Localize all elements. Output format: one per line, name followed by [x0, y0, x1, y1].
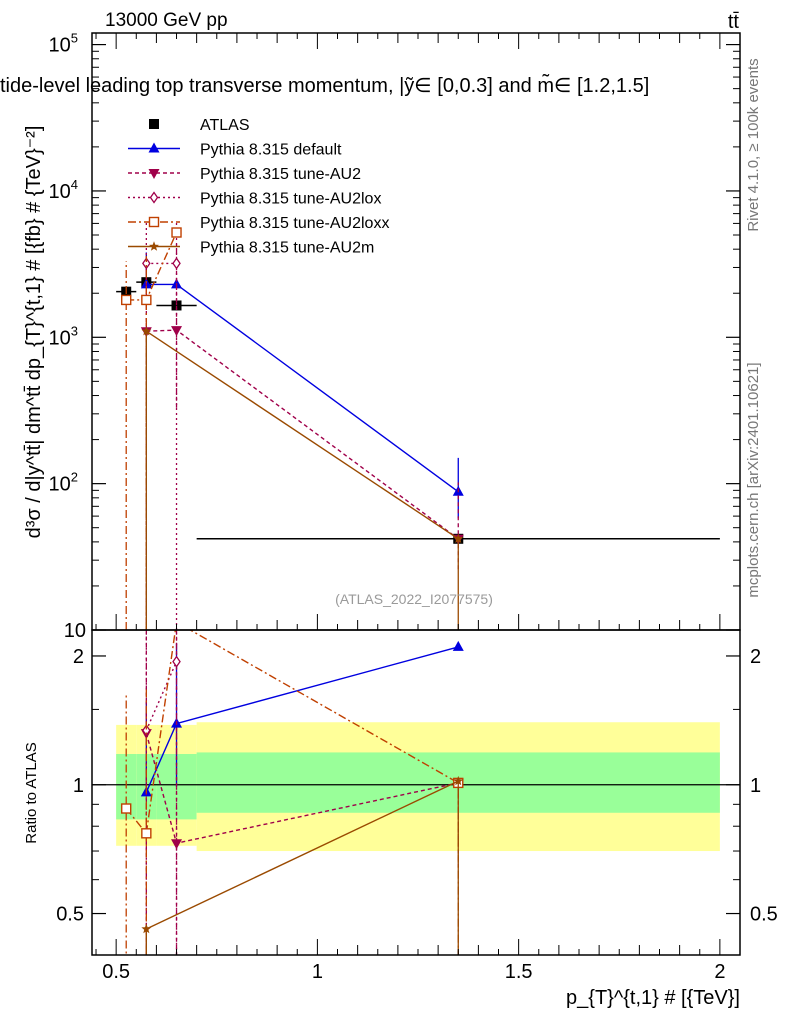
mcplots-label: mcplots.cern.ch [arXiv:2401.10621] [745, 362, 762, 597]
series-line [145, 661, 178, 731]
legend-label: ATLAS [200, 117, 250, 134]
ratio-y-tick-label-right: 2 [750, 646, 761, 668]
legend-marker [149, 191, 159, 204]
series-point [141, 326, 152, 336]
main-y-tick-label: 103 [49, 323, 78, 349]
x-tick-label: 0.5 [102, 961, 130, 983]
main-y-tick-label: 102 [49, 470, 78, 496]
series-point [453, 533, 464, 543]
series-line [146, 780, 459, 930]
series-point [453, 775, 464, 786]
series-point [141, 294, 152, 306]
main-y-tick-label: 105 [49, 31, 78, 57]
series-pythia-8-315-default [140, 252, 464, 519]
legend-label: Pythia 8.315 tune-AU2lox [200, 191, 381, 208]
series-pythia-8-315-tune-au2m [141, 775, 464, 955]
ratio-plot-series [121, 630, 464, 955]
x-tick-label: 1 [312, 961, 323, 983]
series-point [121, 294, 132, 306]
x-axis-label: p_{T}^{t,1} # [{TeV}] [566, 987, 740, 1009]
main-y-tick-label: 10 [64, 620, 86, 642]
rivet-version-label: Rivet 4.1.0, ≥ 100k events [745, 58, 762, 231]
series-point [142, 724, 151, 737]
series-pythia-8-315-tune-au2 [140, 244, 464, 630]
x-tick-label: 1.5 [505, 961, 533, 983]
main-y-axis-label: d³σ / d|y^tt̄| dm^tt̄ dp_{T}^{t,1} # [{f… [23, 126, 45, 539]
legend-marker [148, 216, 160, 228]
ratio-y-tick-label-right: 1 [750, 775, 761, 797]
legend-label: Pythia 8.315 tune-AU2 [200, 166, 361, 183]
legend: ATLAS Pythia 8.315 default Pythia 8.315 tu… [128, 117, 389, 257]
series-point [171, 326, 183, 337]
ratio-y-tick-label-left: 1 [73, 775, 84, 797]
series-point [452, 640, 464, 651]
ratio-y-tick-label-left: 2 [73, 646, 84, 668]
series-point [142, 257, 151, 270]
series-point [171, 227, 182, 238]
ratio-y-tick-label-right: 0.5 [750, 904, 778, 926]
series-point [141, 828, 152, 839]
legend-marker [149, 241, 159, 251]
legend-marker [149, 119, 159, 129]
series-atlas [116, 277, 720, 544]
header-left: 13000 GeV pp [105, 10, 228, 31]
atlas-point [171, 300, 182, 311]
ratio-y-tick-label-left: 0.5 [56, 904, 84, 926]
ratio-plot-frame [91, 629, 741, 956]
legend-marker [148, 169, 160, 179]
series-line [126, 232, 178, 301]
main-y-tick-label: 104 [49, 177, 78, 203]
series-point [172, 655, 181, 668]
plot-title: tide-level leading top transverse moment… [0, 74, 649, 97]
series-line [125, 630, 459, 835]
series-point [172, 257, 181, 270]
series-point [141, 923, 152, 934]
header-right: tt̄ [728, 11, 740, 33]
legend-label: Pythia 8.315 default [200, 142, 342, 159]
series-point [121, 803, 132, 814]
ratio-y-axis-label: Ratio to ATLAS [23, 742, 40, 843]
x-tick-label: 2 [714, 961, 725, 983]
series-line [146, 283, 459, 493]
analysis-watermark: (ATLAS_2022_I2077575) [335, 591, 493, 607]
main-plot-series [116, 221, 720, 630]
series-pythia-8-315-tune-au2m [141, 326, 464, 630]
ratio-uncertainty-bands [116, 722, 720, 852]
legend-label: Pythia 8.315 tune-AU2m [200, 240, 374, 257]
legend-label: Pythia 8.315 tune-AU2loxx [200, 215, 389, 232]
main-plot-frame [91, 32, 741, 631]
axis-ticks: 10 102 103 104 105 0.5 1 1.5 2 0.5 0.5 1 1 2 2 [49, 31, 778, 983]
series-line [145, 330, 459, 540]
legend-marker [148, 142, 160, 153]
